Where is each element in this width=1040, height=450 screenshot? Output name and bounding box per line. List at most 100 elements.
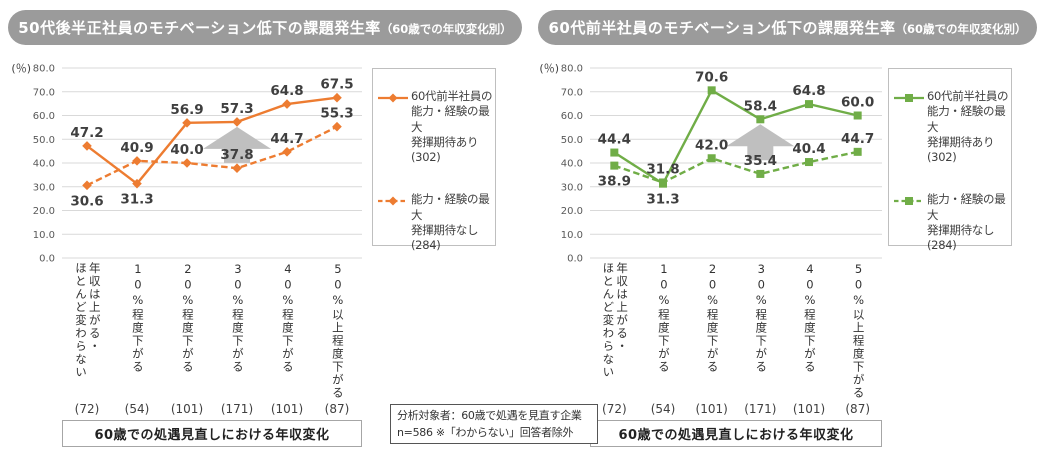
- y-tick-label: 20.0: [33, 206, 55, 217]
- line-chart-right: 0.0 10.0 20.0 30.0 40.0 50.0 60.0 70.0 80.0(％) 44…: [539, 62, 882, 265]
- data-point-marker: [82, 180, 92, 191]
- data-point-marker: [332, 92, 342, 103]
- count-label: (101): [270, 402, 304, 416]
- data-point-marker: [756, 115, 765, 124]
- data-label: 57.3: [220, 101, 253, 117]
- x-category-label: 10%程度下がる: [656, 262, 671, 374]
- legend-left: 60代前半社員の 能力・経験の最大 発揮期待あり (302) 能力・経験の最大 発…: [372, 68, 496, 252]
- y-axis-unit: (％): [11, 62, 31, 75]
- data-point-marker: [610, 148, 619, 157]
- legend-entry-solid: 60代前半社員の 能力・経験の最大 発揮期待あり (302): [378, 89, 493, 165]
- data-point-marker: [756, 169, 765, 178]
- data-label: 31.3: [646, 192, 679, 208]
- data-label: 44.7: [270, 131, 303, 147]
- x-category-label: 年収は上がる・ ほとんど変わらない: [74, 262, 102, 379]
- data-label: 30.6: [70, 193, 103, 209]
- x-axis-title-left: 60歳での処遇見直しにおける年収変化: [94, 428, 330, 443]
- data-point-marker: [332, 121, 342, 132]
- x-category-label: 20%程度下がる: [705, 262, 720, 374]
- x-category-label: 40%程度下がる: [280, 262, 295, 374]
- data-point-marker: [182, 118, 192, 128]
- y-tick-label: 60.0: [33, 111, 55, 122]
- sample-counts-right: (72) (54) (101) (171) (101) (87): [590, 402, 882, 418]
- data-point-marker: [132, 178, 142, 189]
- y-tick-label: 70.0: [561, 87, 583, 98]
- legend-swatch-solid-line-icon: [894, 94, 924, 102]
- chart-panel-left: 50代後半正社員のモチベーション低下の課題発生率（60歳での年収変化別） 0.0…: [8, 10, 522, 448]
- count-label: (101): [170, 402, 204, 416]
- data-label: 64.8: [270, 83, 303, 99]
- y-tick-label: 30.0: [561, 182, 583, 193]
- data-label: 60.0: [841, 95, 874, 111]
- data-label: 31.3: [120, 192, 153, 208]
- count-label: (54): [650, 402, 676, 416]
- count-label: (54): [124, 402, 150, 416]
- data-point-marker: [853, 111, 862, 120]
- count-label: (72): [74, 402, 100, 416]
- x-axis-title-right: 60歳での処遇見直しにおける年収変化: [618, 428, 854, 443]
- series-line-dashed: [86, 125, 338, 187]
- data-label: 31.8: [646, 161, 679, 177]
- chart-title-right-note: （60歳での年収変化別）: [895, 22, 1027, 36]
- y-tick-label: 10.0: [561, 230, 583, 241]
- data-point-marker: [82, 141, 92, 151]
- legend-swatch-solid-line-icon: [378, 93, 408, 103]
- count-label: (72): [602, 402, 627, 416]
- data-label: 42.0: [695, 137, 728, 153]
- x-category-label: 30%程度下がる: [230, 262, 245, 374]
- legend-entry-dashed: 能力・経験の最大 発揮期待なし (284): [378, 192, 493, 253]
- y-tick-label: 40.0: [33, 159, 55, 170]
- chart-title-left: 50代後半正社員のモチベーション低下の課題発生率（60歳での年収変化別）: [8, 10, 522, 45]
- data-label: 67.5: [320, 77, 353, 93]
- data-point-marker: [232, 163, 242, 174]
- count-label: (171): [744, 402, 777, 416]
- data-label: 47.2: [70, 125, 103, 141]
- x-category-label: 50%以上程度下がる: [330, 262, 345, 400]
- up-arrow: [203, 126, 271, 163]
- data-label: 38.9: [598, 174, 631, 190]
- x-axis-title-box-left: 60歳での処遇見直しにおける年収変化: [62, 420, 362, 447]
- data-point-marker: [707, 86, 716, 95]
- data-label: 58.4: [744, 98, 777, 114]
- x-category-label: 50%以上程度下がる: [851, 262, 866, 400]
- data-label: 35.4: [744, 153, 777, 169]
- data-label: 40.0: [170, 142, 203, 158]
- chart-title-right-main: 60代前半社員のモチベーション低下の課題発生率: [548, 19, 896, 37]
- y-tick-label: 30.0: [33, 182, 55, 193]
- data-label: 44.7: [841, 131, 874, 147]
- y-tick-label: 50.0: [561, 135, 583, 146]
- data-label: 37.8: [220, 147, 253, 163]
- count-label: (87): [324, 402, 350, 416]
- chart-title-left-main: 50代後半正社員のモチベーション低下の課題発生率: [18, 19, 381, 37]
- legend-label: 60代前半社員の 能力・経験の最大 発揮期待あり (302): [411, 89, 493, 165]
- chart-title-left-note: （60歳での年収変化別）: [380, 22, 512, 36]
- legend-swatch-dashed-line-icon: [378, 196, 408, 206]
- x-axis-labels-left: 年収は上がる・ ほとんど変わらない 10%程度下がる 20%程度下がる 30%程度下が…: [62, 262, 362, 400]
- x-category-label: 20%程度下がる: [180, 262, 195, 374]
- count-label: (171): [220, 402, 254, 416]
- data-point-marker: [805, 100, 813, 109]
- y-tick-label: 60.0: [561, 111, 583, 122]
- data-label: 70.6: [695, 69, 728, 85]
- x-axis-title-box-right: 60歳での処遇見直しにおける年収変化: [590, 420, 882, 447]
- legend-label: 60代前半社員の 能力・経験の最大 発揮期待あり (302): [927, 89, 1009, 165]
- data-point-marker: [282, 147, 292, 157]
- count-label: (101): [695, 402, 728, 416]
- up-arrow: [726, 124, 795, 161]
- x-category-label: 30%程度下がる: [754, 262, 769, 374]
- y-tick-label: 70.0: [33, 87, 55, 98]
- analysis-note: 分析対象者：60歳で処遇を見直す企業 n=586 ※「わからない」回答者除外: [390, 404, 598, 444]
- chart-panel-right: 60代前半社員のモチベーション低下の課題発生率（60歳での年収変化別） 0.0 1…: [538, 10, 1037, 448]
- legend-entry-solid: 60代前半社員の 能力・経験の最大 発揮期待あり (302): [894, 89, 1009, 165]
- data-point-marker: [182, 158, 192, 168]
- series-line-dashed: [613, 150, 858, 184]
- y-tick-label: 20.0: [561, 206, 583, 217]
- y-tick-label: 0.0: [567, 254, 583, 265]
- data-label: 55.3: [320, 106, 353, 122]
- data-label: 40.4: [792, 141, 825, 157]
- y-tick-label: 80.0: [561, 64, 583, 75]
- x-category-label: 40%程度下がる: [802, 262, 817, 374]
- data-label: 40.9: [120, 140, 153, 156]
- legend-entry-dashed: 能力・経験の最大 発揮期待なし (284): [894, 192, 1009, 253]
